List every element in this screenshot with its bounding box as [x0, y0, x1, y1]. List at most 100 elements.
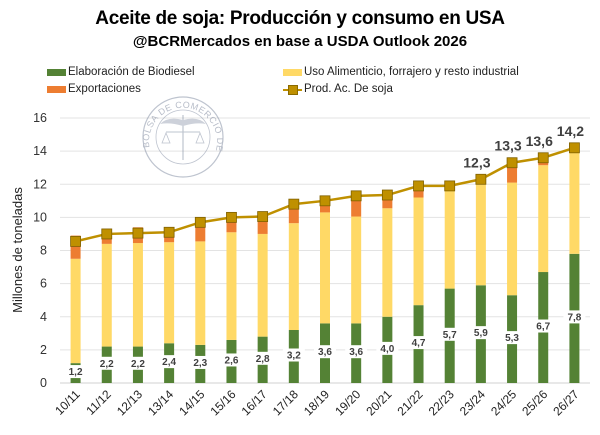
- bar-segment-exportaciones: [195, 226, 206, 242]
- data-label-biodiesel: 2,2: [131, 359, 145, 370]
- watermark-outer-ring: [142, 96, 224, 178]
- y-tick-label: 8: [40, 244, 47, 258]
- data-label-background: [95, 356, 118, 370]
- data-label-background: [563, 310, 586, 324]
- data-label-background: [189, 355, 212, 369]
- bar-segment-exportaciones: [413, 185, 424, 198]
- bar-segment-uso-alimenticio: [257, 233, 268, 337]
- legend-label-exportaciones: Exportaciones: [68, 83, 141, 95]
- legend-line-marker-icon: [283, 84, 302, 95]
- data-label-biodiesel: 4,0: [380, 344, 394, 355]
- y-tick-label: 10: [33, 210, 47, 224]
- data-label-background: [532, 319, 555, 333]
- bar-segment-uso-alimenticio: [538, 165, 549, 273]
- y-tick-label: 0: [40, 376, 47, 390]
- bar-segment-exportaciones: [382, 196, 393, 209]
- legend-swatch-exportaciones: [47, 85, 66, 93]
- x-tick-label: 13/14: [145, 387, 176, 418]
- line-point-marker: [569, 142, 580, 154]
- x-tick-label: 10/11: [52, 387, 83, 418]
- data-label-background: [438, 327, 461, 341]
- y-tick-label: 12: [33, 177, 47, 191]
- data-label-biodiesel: 3,2: [287, 351, 301, 362]
- watermark-wings: [160, 118, 206, 126]
- bar-segment-uso-alimenticio: [507, 182, 518, 296]
- legend-item-produccion: Prod. Ac. De soja: [283, 83, 393, 95]
- watermark-text: BOLSA DE COMERCIO DE ROSARIO: [0, 0, 225, 153]
- x-tick-label: 16/17: [239, 387, 270, 418]
- line-point-marker: [475, 173, 487, 185]
- x-tick-label: 21/22: [395, 387, 426, 418]
- bar-segment-uso-alimenticio: [569, 147, 580, 254]
- x-tick-label: 15/16: [207, 387, 238, 418]
- line-point-marker: [194, 216, 206, 228]
- x-tick-label: 25/26: [519, 387, 550, 418]
- line-point-marker: [226, 211, 237, 223]
- line-point-marker: [413, 180, 424, 192]
- x-tick-label: 22/23: [426, 387, 457, 418]
- bar-segment-exportaciones: [70, 235, 81, 259]
- bar-segment-uso-alimenticio: [101, 243, 112, 347]
- data-label-background: [345, 345, 368, 359]
- data-label-biodiesel: 2,4: [162, 357, 176, 368]
- data-label-background: [501, 331, 524, 345]
- bar-segment-exportaciones: [257, 217, 268, 234]
- legend-item-uso-alimenticio: Uso Alimenticio, forrajero y resto indus…: [283, 66, 519, 78]
- data-label-biodiesel: 7,8: [567, 312, 581, 323]
- x-tick-label: 17/18: [270, 387, 301, 418]
- x-tick-label: 23/24: [457, 387, 488, 418]
- data-label-background: [407, 336, 430, 350]
- y-tick-label: 14: [33, 144, 47, 158]
- chart-title: Aceite de soja: Producción y consumo en …: [95, 8, 505, 29]
- y-tick-label: 16: [33, 111, 47, 125]
- line-point-marker: [288, 198, 300, 210]
- bar-segment-exportaciones: [226, 216, 237, 233]
- data-label-background: [251, 351, 274, 365]
- x-tick-label: 18/19: [301, 387, 332, 418]
- x-tick-label: 20/21: [363, 387, 394, 418]
- line-point-marker: [319, 195, 331, 207]
- bar-segment-uso-alimenticio: [320, 212, 330, 324]
- legend-label-biodiesel: Elaboración de Biodiesel: [68, 66, 195, 78]
- bar-segment-uso-alimenticio: [164, 242, 175, 344]
- bar-segment-exportaciones: [288, 207, 299, 224]
- bar-segment-uso-alimenticio: [444, 190, 455, 289]
- line-point-marker: [444, 180, 456, 192]
- data-label-biodiesel: 2,8: [256, 354, 270, 365]
- line-point-marker: [70, 235, 81, 247]
- line-point-marker: [537, 152, 549, 164]
- data-label-background: [376, 341, 399, 355]
- bar-segment-uso-alimenticio: [288, 223, 299, 330]
- bar-segment-uso-alimenticio: [382, 208, 393, 317]
- data-label-biodiesel: 6,7: [536, 322, 550, 333]
- legend-swatch-biodiesel: [47, 68, 66, 76]
- bar-segment-uso-alimenticio: [475, 182, 486, 286]
- bar-segment-uso-alimenticio: [195, 241, 206, 345]
- data-label-background: [220, 353, 243, 367]
- legend-label-produccion: Prod. Ac. De soja: [304, 83, 393, 95]
- data-label-background: [158, 355, 181, 369]
- line-point-marker: [132, 227, 144, 239]
- chart-subtitle: @BCRMercados en base a USDA Outlook 2026: [132, 33, 468, 50]
- data-label-background: [126, 356, 149, 370]
- x-tick-label: 12/13: [114, 387, 145, 418]
- x-tick-label: 14/15: [176, 387, 207, 418]
- watermark-scale-pans: [161, 131, 205, 144]
- line-point-marker: [257, 211, 269, 222]
- bar-segment-uso-alimenticio: [226, 232, 237, 340]
- data-label-background: [64, 365, 87, 379]
- data-label-biodiesel: 5,7: [443, 330, 457, 341]
- x-tick-label: 11/12: [83, 387, 114, 418]
- data-label-produccion: 14,2: [557, 123, 584, 139]
- line-point-marker: [350, 190, 362, 202]
- data-label-background: [469, 326, 492, 340]
- data-label-biodiesel: 5,3: [505, 333, 519, 344]
- y-tick-label: 6: [40, 277, 47, 291]
- bar-segment-uso-alimenticio: [351, 216, 362, 324]
- data-label-biodiesel: 1,2: [69, 367, 83, 378]
- data-label-background: [282, 348, 305, 362]
- y-tick-label: 2: [40, 343, 47, 357]
- data-label-biodiesel: 2,2: [100, 359, 114, 370]
- line-point-marker: [381, 189, 393, 201]
- x-tick-label: 24/25: [488, 387, 519, 418]
